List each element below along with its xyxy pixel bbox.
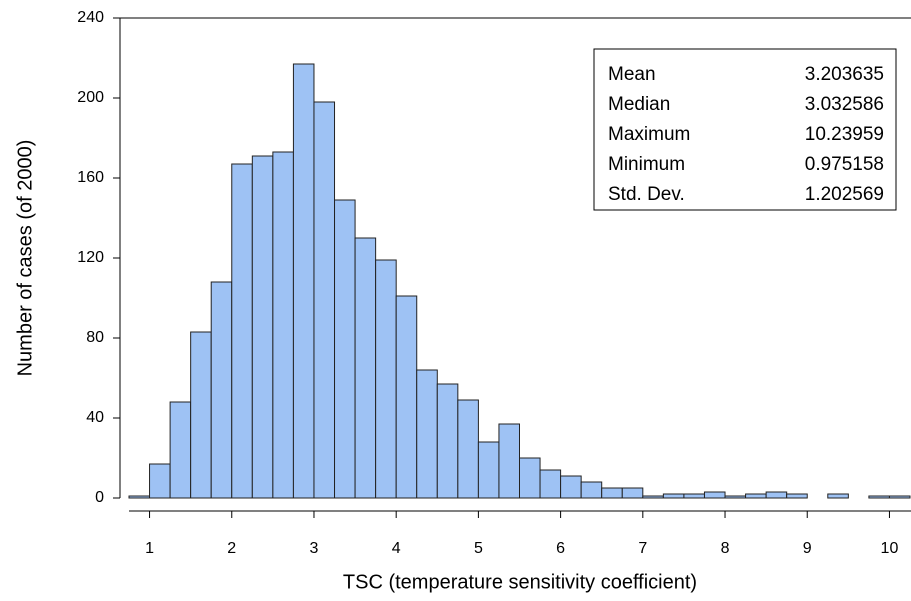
stat-label: Minimum: [608, 154, 685, 175]
bar: [765, 491, 788, 499]
bar: [888, 495, 911, 499]
y-tick-label: 160: [77, 169, 104, 186]
bar: [149, 463, 171, 499]
bar: [354, 237, 377, 499]
bar: [539, 469, 562, 499]
bar: [827, 493, 849, 499]
bar: [662, 493, 685, 499]
bar: [786, 493, 808, 499]
x-tick-label: 10: [881, 540, 899, 557]
bar: [457, 399, 479, 499]
bar: [868, 495, 890, 499]
stat-value: 1.202569: [805, 184, 884, 205]
y-tick-label: 0: [95, 489, 104, 506]
x-tick-label: 5: [474, 540, 483, 557]
bar: [745, 493, 767, 499]
bar: [477, 441, 500, 499]
stat-value: 3.032586: [805, 94, 884, 115]
x-tick-label: 9: [803, 540, 812, 557]
stat-value: 3.203635: [805, 64, 884, 85]
bar: [375, 259, 397, 499]
bar: [272, 151, 294, 499]
bar: [416, 369, 438, 499]
bar: [621, 487, 644, 499]
bar: [683, 493, 705, 499]
bar: [642, 495, 664, 499]
stat-value: 10.23959: [805, 124, 884, 145]
y-tick-label: 120: [77, 249, 104, 266]
bar: [601, 487, 623, 499]
x-tick-label: 4: [392, 540, 401, 557]
bar: [313, 101, 336, 499]
bar: [292, 63, 315, 499]
bar: [519, 457, 541, 499]
bar: [128, 495, 151, 499]
x-tick-label: 3: [310, 540, 319, 557]
bar: [580, 481, 603, 499]
stat-label: Std. Dev.: [608, 184, 685, 205]
bar: [334, 199, 356, 499]
bar: [436, 383, 459, 499]
x-tick-label: 7: [638, 540, 647, 557]
y-tick-label: 200: [77, 89, 104, 106]
bar: [169, 401, 192, 499]
x-tick-label: 2: [227, 540, 236, 557]
stat-label: Median: [608, 94, 670, 115]
stats-box: [593, 48, 897, 211]
x-axis-label: TSC (temperature sensitivity coefficient…: [343, 571, 697, 593]
bar: [395, 295, 418, 499]
bar: [498, 423, 520, 499]
y-axis-label: Number of cases (of 2000): [14, 140, 36, 377]
bar: [251, 155, 274, 499]
x-tick-label: 6: [556, 540, 565, 557]
stat-label: Maximum: [608, 124, 690, 145]
bar: [210, 281, 233, 499]
bar: [190, 331, 212, 499]
bar: [231, 163, 253, 499]
x-tick-label: 8: [721, 540, 730, 557]
stat-value: 0.975158: [805, 154, 884, 175]
y-tick-label: 240: [77, 9, 104, 26]
bar: [560, 475, 582, 499]
bar: [703, 491, 726, 499]
y-tick-label: 40: [86, 409, 104, 426]
stat-label: Mean: [608, 64, 656, 85]
bar: [724, 495, 747, 499]
x-tick-label: 1: [145, 540, 154, 557]
y-tick-label: 80: [86, 329, 104, 346]
